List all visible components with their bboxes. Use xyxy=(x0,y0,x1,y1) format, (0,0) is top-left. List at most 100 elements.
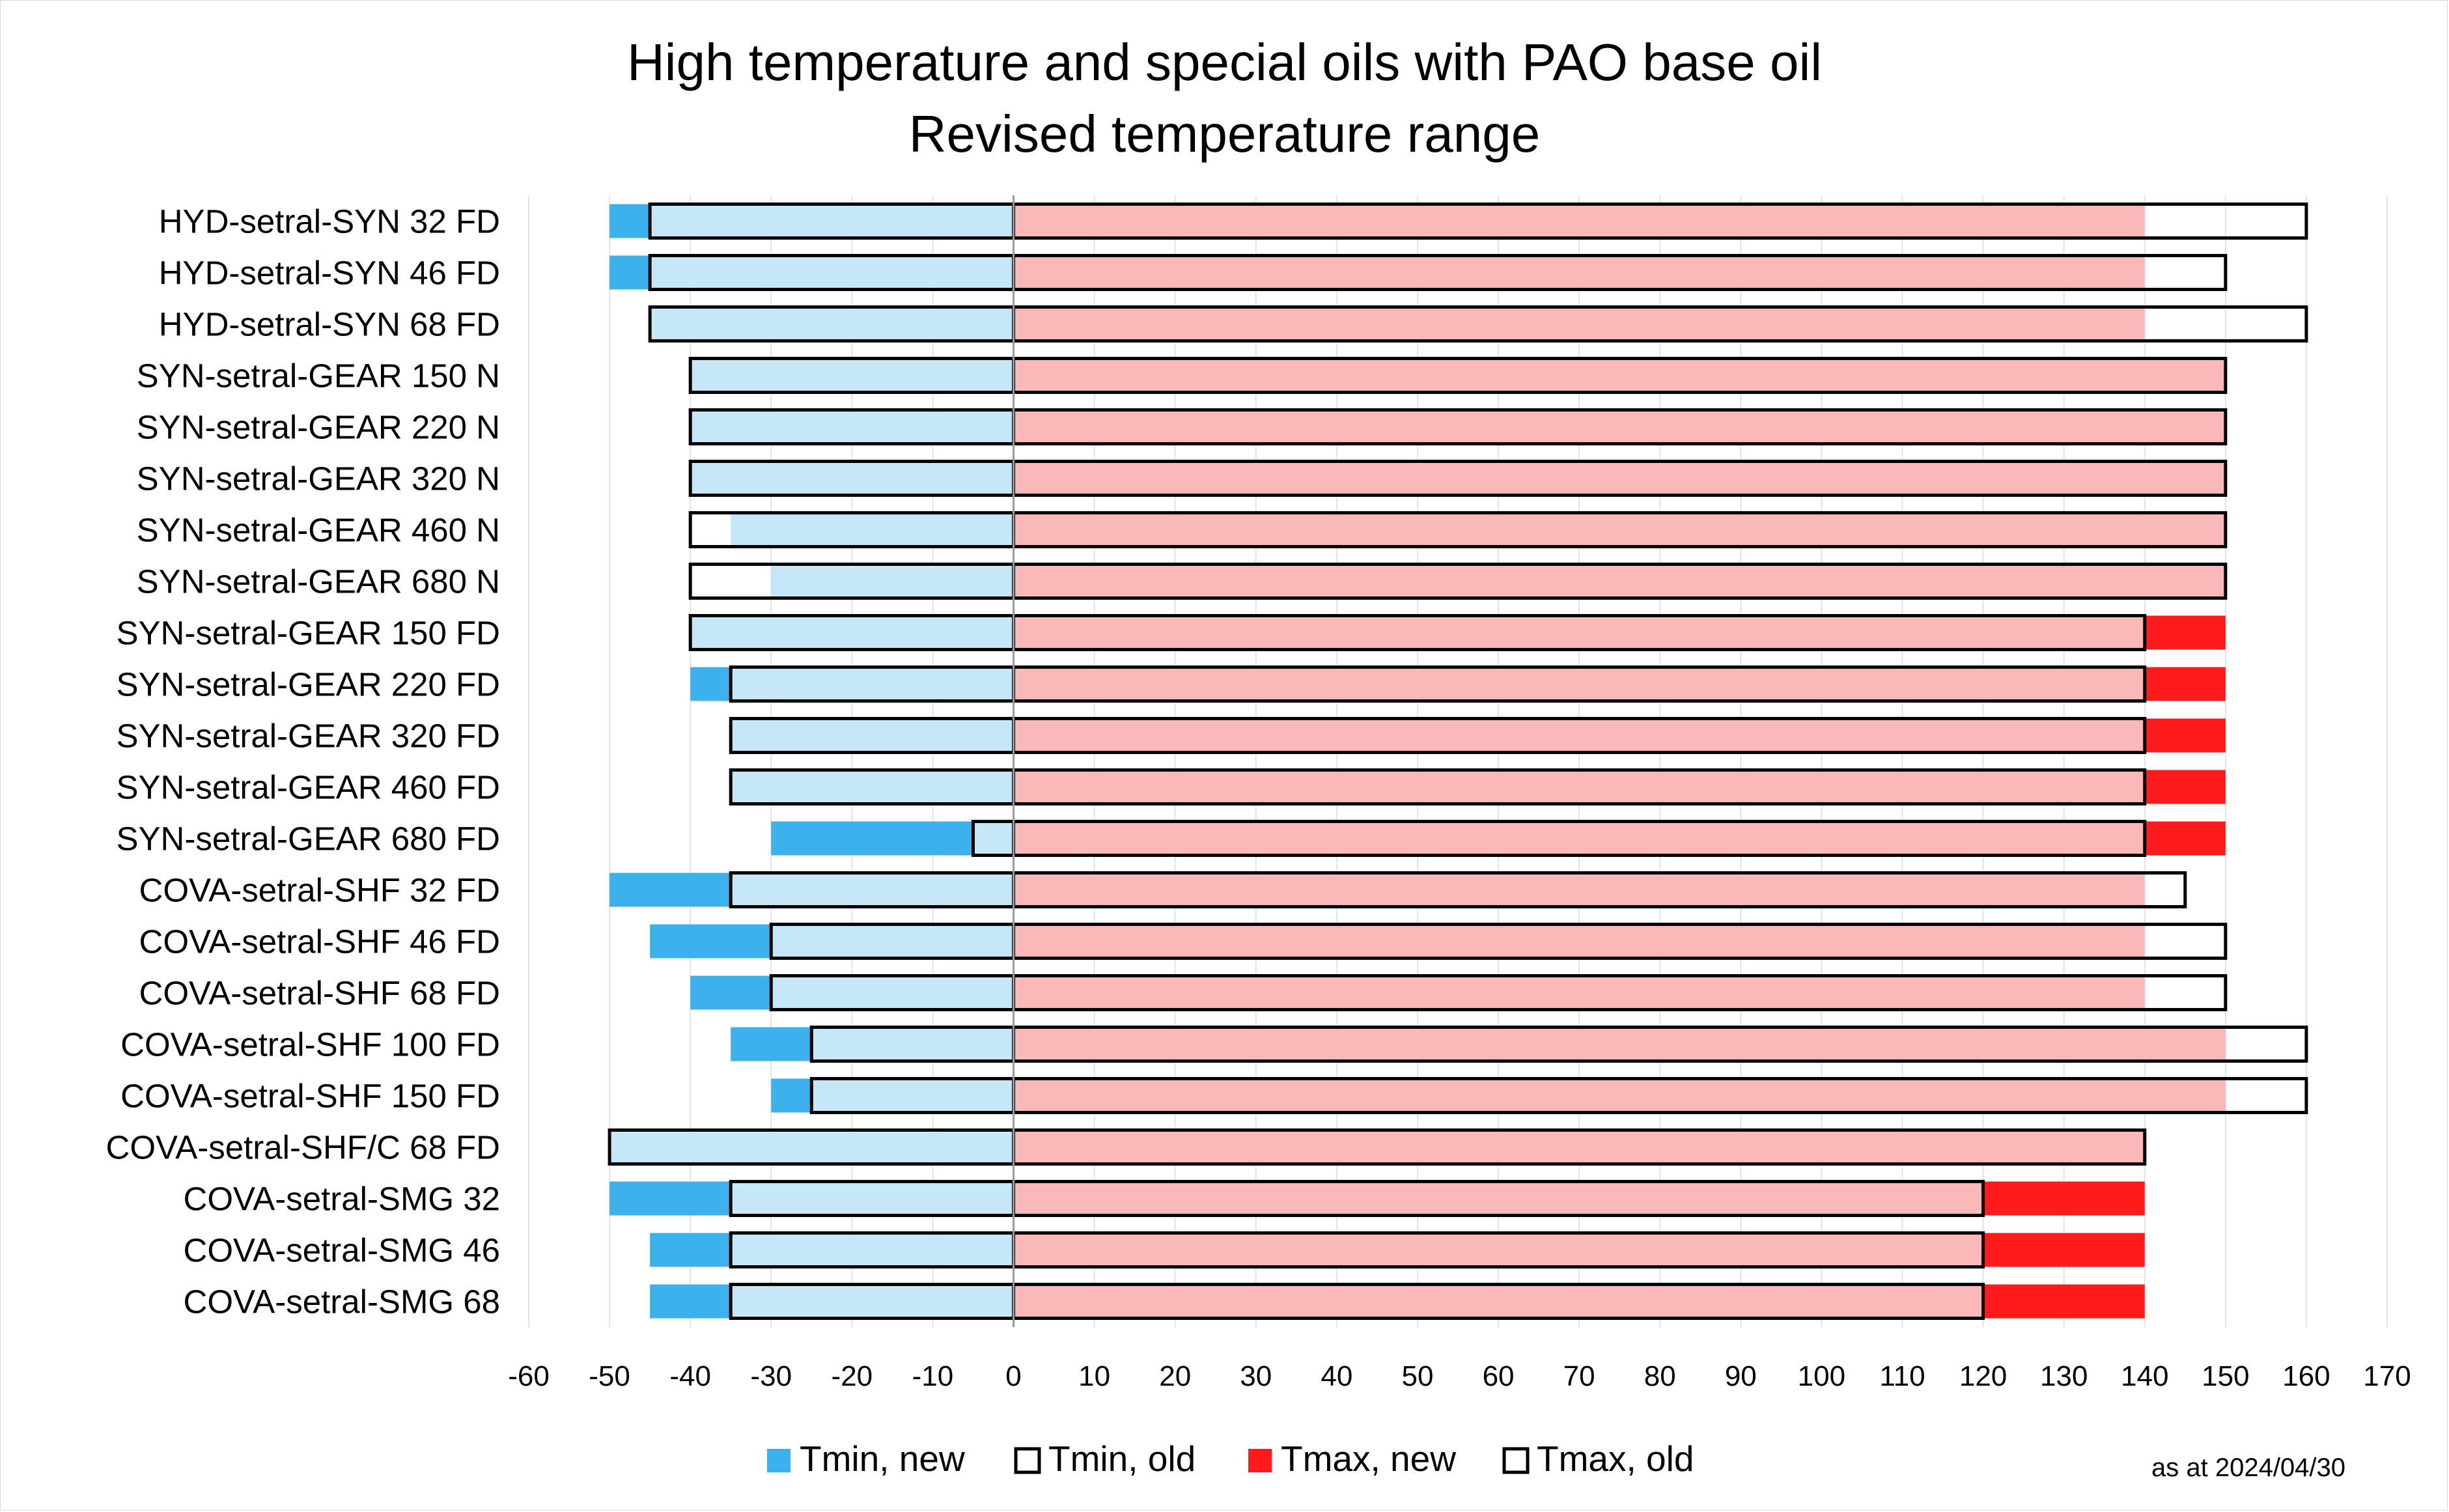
bar-tmax-fill xyxy=(1013,512,2226,547)
bar-tmin-new xyxy=(609,255,651,290)
legend-swatch xyxy=(1502,1447,1530,1474)
bar-tmin-fill xyxy=(771,975,1014,1010)
bar-tmin-fill xyxy=(690,410,1014,444)
bar-tmax-fill xyxy=(1013,924,2145,959)
category-label: HYD-setral-SYN 32 FD xyxy=(159,203,500,240)
bar-tmax-fill xyxy=(1013,358,2226,393)
x-tick-labels: -60 -50 -40 -30 -20 -10 0 10 20 30 40 50 60 70 80 90 100… xyxy=(508,1360,2411,1392)
bar-tmin-new xyxy=(690,667,731,701)
bar-tmin-new xyxy=(771,821,973,856)
category-label: SYN-setral-GEAR 320 FD xyxy=(117,718,501,755)
category-label: COVA-setral-SHF 46 FD xyxy=(139,923,500,960)
bar-tmin-new xyxy=(650,1233,731,1267)
bar-tmin-new xyxy=(609,1181,731,1216)
x-tick-label: -10 xyxy=(912,1360,954,1392)
x-tick-label: 140 xyxy=(2121,1360,2168,1392)
bar-tmin-fill xyxy=(731,667,1014,701)
bar-tmax-fill xyxy=(1013,1233,1983,1267)
category-label: COVA-setral-SHF 150 FD xyxy=(120,1078,500,1115)
x-tick-label: 70 xyxy=(1563,1360,1595,1392)
bar-tmin-new xyxy=(609,204,651,238)
bar-tmax-new xyxy=(2144,821,2226,856)
bar-tmax-fill xyxy=(1013,667,2145,701)
legend-label: Tmin, new xyxy=(800,1438,965,1479)
category-label: SYN-setral-GEAR 680 FD xyxy=(117,820,501,858)
bar-tmin-fill xyxy=(731,770,1014,804)
x-tick-label: -60 xyxy=(508,1360,550,1392)
bar-tmax-fill xyxy=(1013,564,2226,598)
bar-tmin-fill xyxy=(650,204,1014,238)
bar-tmin-fill xyxy=(650,307,1014,341)
bar-tmin-fill xyxy=(731,873,1014,907)
x-tick-label: 60 xyxy=(1483,1360,1515,1392)
bar-tmax-new xyxy=(2144,718,2226,753)
category-labels: HYD-setral-SYN 32 FD HYD-setral-SYN 46 FD… xyxy=(106,203,500,1321)
x-tick-label: 100 xyxy=(1798,1360,1845,1392)
bar-tmax-fill xyxy=(1013,718,2145,753)
legend-label: Tmax, new xyxy=(1281,1438,1456,1479)
bar-tmax-fill xyxy=(1013,255,2145,290)
bar-tmin-fill xyxy=(731,512,1014,547)
legend-label: Tmax, old xyxy=(1537,1438,1694,1479)
bar-tmax-fill xyxy=(1013,770,2145,804)
bar-tmax-new xyxy=(1983,1181,2145,1216)
bars xyxy=(608,203,2308,1320)
x-tick-label: -30 xyxy=(750,1360,792,1392)
bar-tmin-fill xyxy=(650,255,1014,290)
legend-swatch xyxy=(1014,1447,1041,1474)
bar-tmin-fill xyxy=(771,564,1014,598)
category-label: COVA-setral-SHF 32 FD xyxy=(139,872,500,909)
legend: Tmin, new Tmin, old Tmax, new Tmax, old xyxy=(767,1438,1694,1479)
bar-tmax-fill xyxy=(1013,1078,2226,1113)
bar-tmax-fill xyxy=(1013,975,2145,1010)
x-tick-label: -20 xyxy=(832,1360,873,1392)
legend-swatch xyxy=(767,1449,791,1472)
category-label: SYN-setral-GEAR 320 N xyxy=(137,460,500,497)
x-tick-label: 110 xyxy=(1879,1360,1925,1392)
bar-tmin-fill xyxy=(690,358,1014,393)
bar-tmin-fill xyxy=(771,924,1014,959)
category-label: COVA-setral-SMG 32 xyxy=(184,1181,501,1218)
category-label: HYD-setral-SYN 46 FD xyxy=(159,255,500,292)
x-tick-label: 10 xyxy=(1078,1360,1110,1392)
bar-tmax-fill xyxy=(1013,1130,2145,1164)
bar-tmax-fill xyxy=(1013,821,2145,856)
bar-tmin-fill xyxy=(731,1284,1014,1319)
bar-tmax-fill xyxy=(1013,307,2145,341)
x-tick-label: 160 xyxy=(2282,1360,2330,1392)
bar-tmin-fill xyxy=(690,461,1014,496)
category-label: COVA-setral-SHF 100 FD xyxy=(120,1026,500,1063)
x-tick-label: 30 xyxy=(1240,1360,1272,1392)
x-tick-label: 130 xyxy=(2040,1360,2088,1392)
bar-tmax-fill xyxy=(1013,204,2145,238)
category-label: HYD-setral-SYN 68 FD xyxy=(159,306,500,343)
bar-tmax-new xyxy=(1983,1233,2145,1267)
bar-tmax-fill xyxy=(1013,461,2226,496)
bar-tmin-fill xyxy=(731,718,1014,753)
bar-tmax-fill xyxy=(1013,1284,1983,1319)
bar-tmax-fill xyxy=(1013,1181,1983,1216)
bar-tmin-fill xyxy=(811,1078,1014,1113)
bar-tmin-new xyxy=(731,1027,812,1061)
category-label: SYN-setral-GEAR 220 FD xyxy=(117,666,501,703)
bar-tmin-new xyxy=(609,873,731,907)
x-tick-label: -40 xyxy=(669,1360,711,1392)
bar-tmax-new xyxy=(2144,667,2226,701)
bar-tmax-new xyxy=(2144,770,2226,804)
x-tick-label: 80 xyxy=(1644,1360,1676,1392)
category-label: SYN-setral-GEAR 460 FD xyxy=(117,769,501,806)
chart-subtitle: Revised temperature range xyxy=(908,105,1541,163)
category-label: SYN-setral-GEAR 680 N xyxy=(137,563,500,600)
legend-label: Tmin, old xyxy=(1048,1438,1196,1479)
category-label: COVA-setral-SHF/C 68 FD xyxy=(106,1129,500,1166)
x-tick-label: 50 xyxy=(1401,1360,1433,1392)
category-label: SYN-setral-GEAR 150 N xyxy=(137,357,500,395)
x-tick-label: 40 xyxy=(1321,1360,1352,1392)
x-tick-label: 90 xyxy=(1725,1360,1757,1392)
bar-tmin-fill xyxy=(731,1233,1014,1267)
chart-title: High temperature and special oils with P… xyxy=(627,33,1822,91)
bar-tmin-fill xyxy=(731,1181,1014,1216)
bar-tmin-fill xyxy=(811,1027,1014,1061)
bar-tmin-new xyxy=(650,924,772,959)
